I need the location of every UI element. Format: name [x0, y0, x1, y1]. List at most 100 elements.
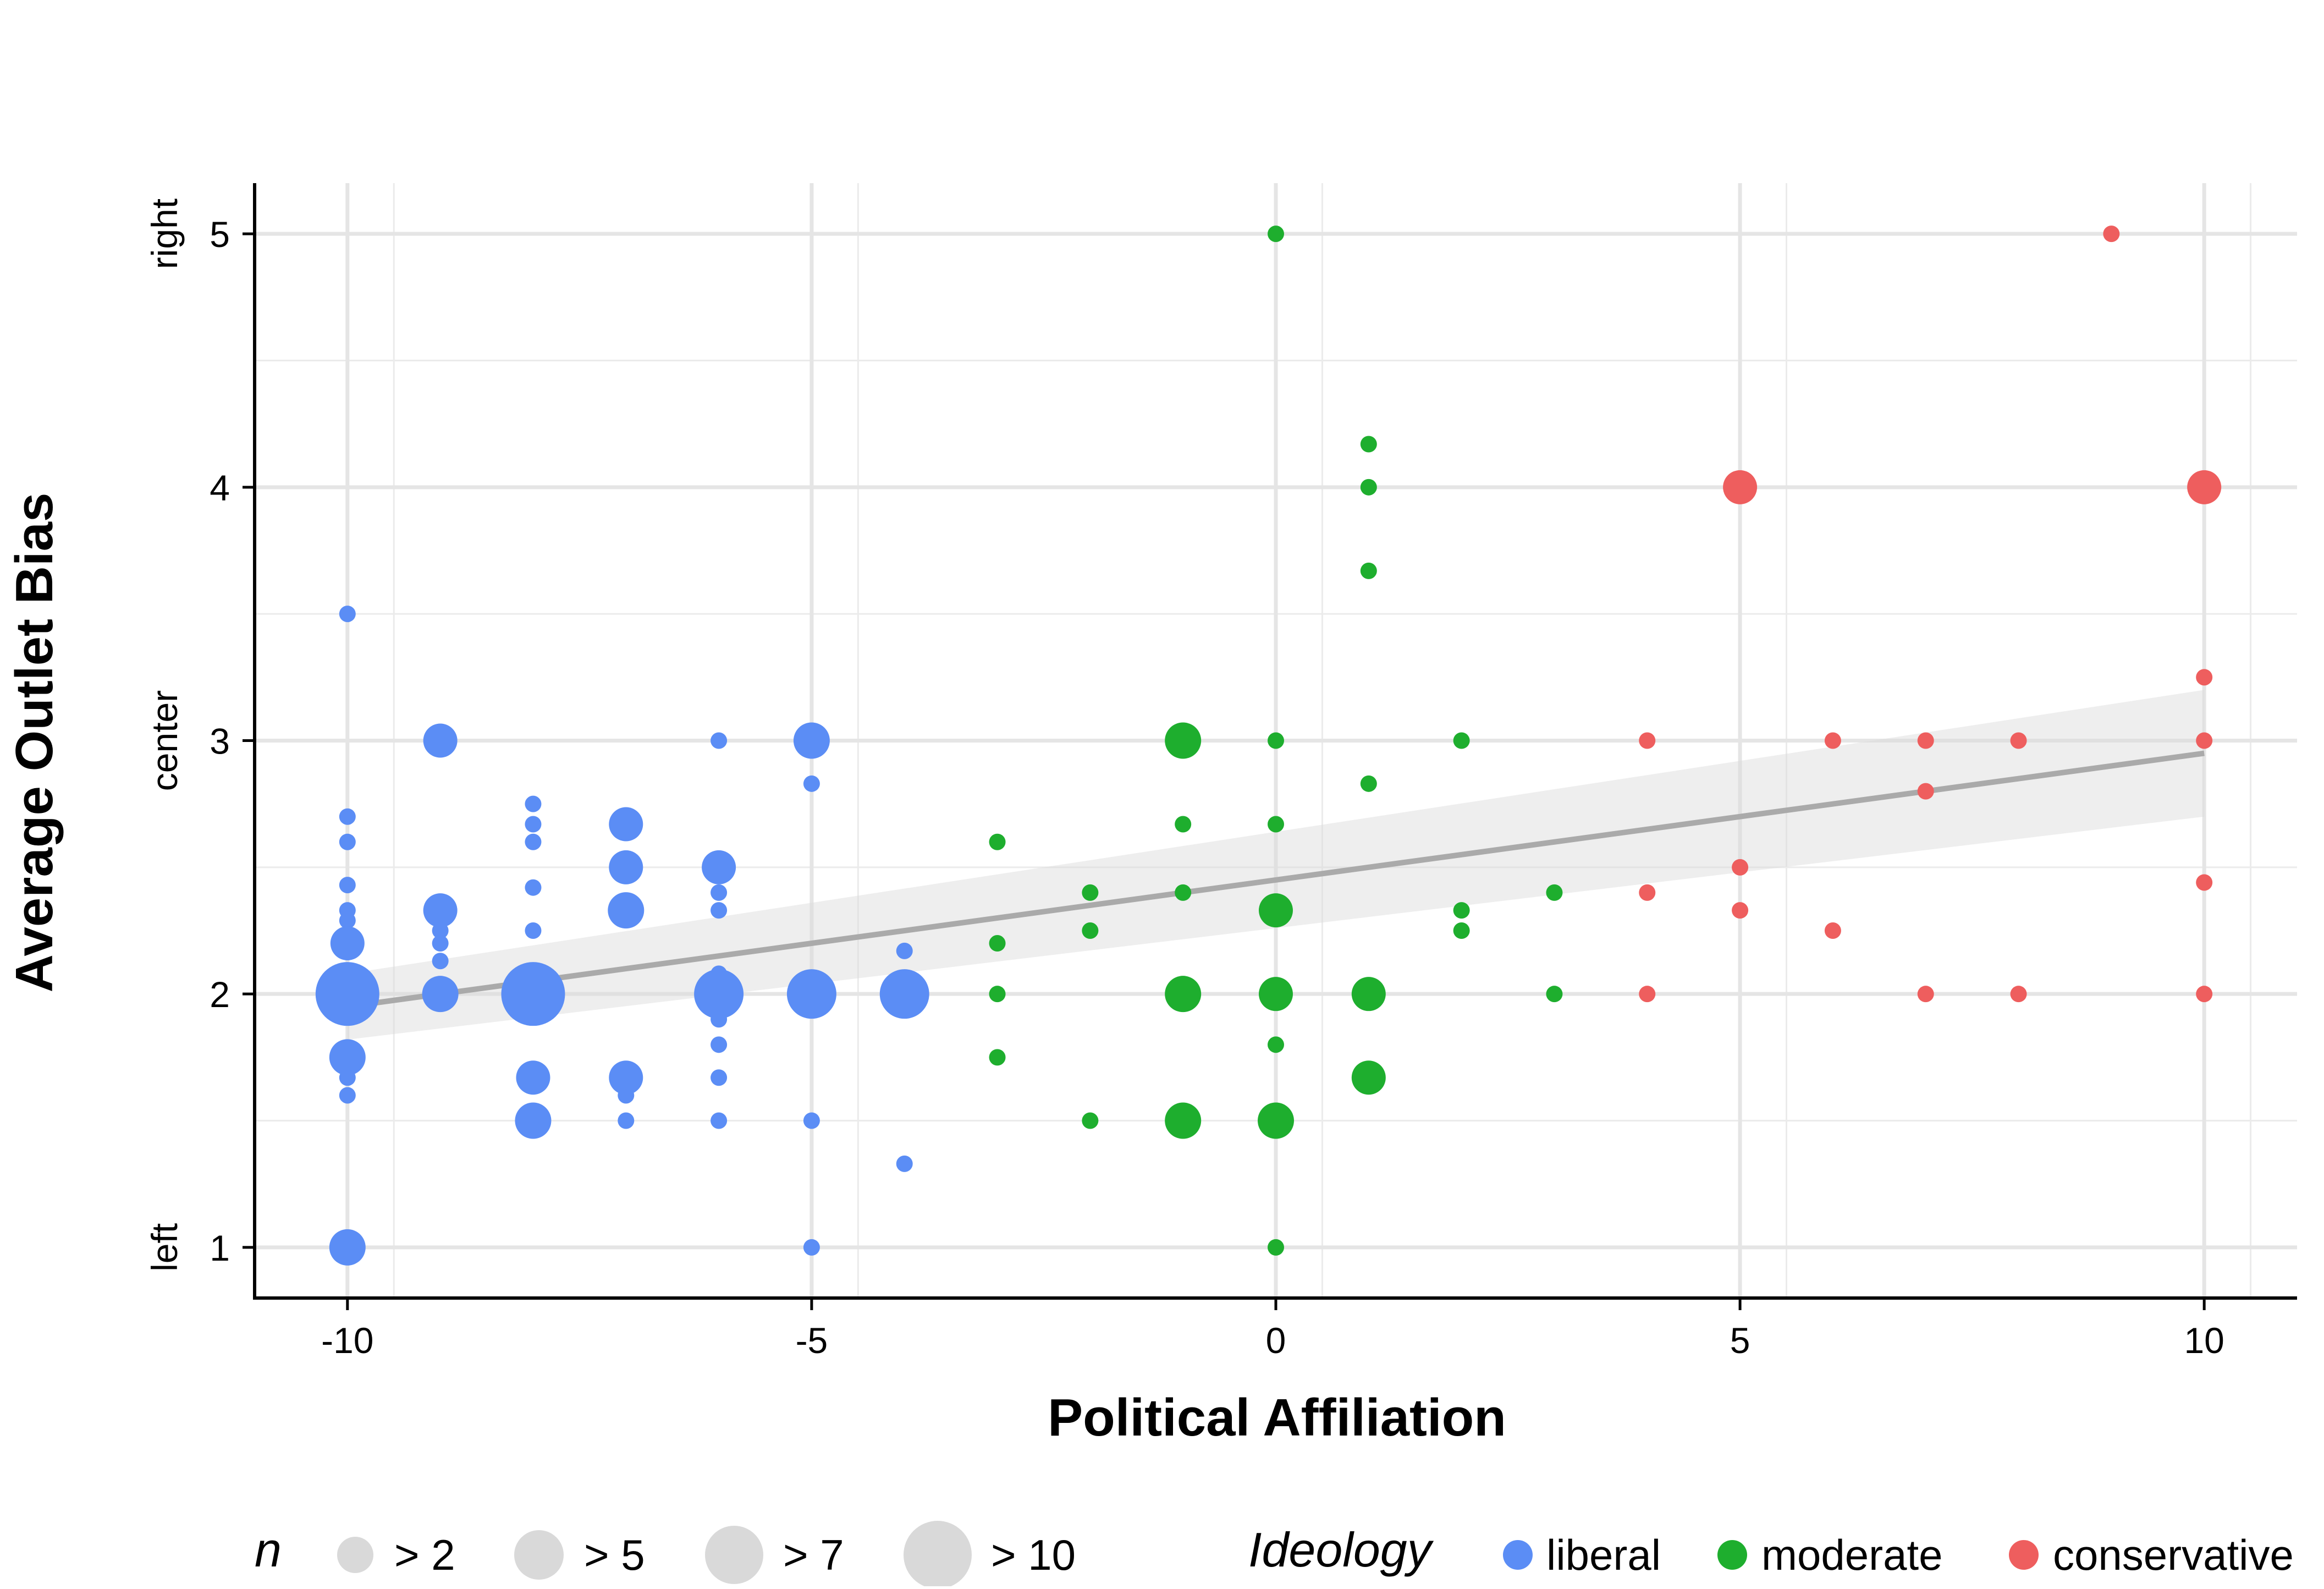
confidence-band-layer — [347, 690, 2205, 1040]
y-bias-label: center — [144, 690, 185, 791]
data-point-liberal — [315, 962, 379, 1026]
data-point-moderate — [989, 986, 1006, 1003]
x-tick-label: 10 — [2184, 1320, 2224, 1361]
data-point-liberal — [501, 962, 565, 1026]
data-point-moderate — [1268, 732, 1284, 749]
data-point-liberal — [694, 969, 744, 1019]
data-point-liberal — [339, 877, 356, 894]
y-bias-label: right — [144, 199, 185, 269]
data-point-liberal — [711, 902, 728, 919]
color-legend-swatch-liberal — [1503, 1540, 1533, 1570]
data-point-moderate — [1546, 986, 1563, 1003]
y-bias-label: left — [144, 1223, 185, 1272]
data-point-conservative — [1732, 902, 1749, 919]
data-point-conservative — [1824, 732, 1841, 749]
data-point-conservative — [1917, 732, 1934, 749]
data-point-liberal — [432, 922, 449, 939]
x-tick-label: -10 — [321, 1320, 373, 1361]
data-point-moderate — [1453, 922, 1470, 939]
data-point-moderate — [1165, 976, 1202, 1013]
label-layer: -10 -5 0 5 10 1 2 3 4 5 left center right — [144, 199, 2224, 1361]
data-point-liberal — [339, 833, 356, 850]
data-point-liberal — [711, 1036, 728, 1053]
data-point-liberal — [608, 892, 645, 929]
data-point-moderate — [1165, 1102, 1202, 1139]
x-axis-title: Political Affiliation — [1048, 1388, 1506, 1447]
data-point-moderate — [1259, 893, 1293, 928]
y-tick-label: 1 — [210, 1228, 230, 1268]
axis-layer — [243, 183, 2297, 1310]
size-legend-label: > 2 — [394, 1531, 455, 1579]
data-point-moderate — [989, 833, 1006, 850]
size-legend-label: > 5 — [584, 1531, 645, 1579]
x-tick-label: 0 — [1266, 1320, 1286, 1361]
size-legend-swatch — [514, 1530, 564, 1580]
data-point-conservative — [1732, 859, 1749, 876]
y-tick-label: 4 — [210, 468, 230, 508]
x-tick-label: 5 — [1730, 1320, 1750, 1361]
size-legend-swatch — [705, 1526, 763, 1584]
data-point-liberal — [711, 1011, 728, 1028]
size-legend-swatch — [904, 1521, 972, 1589]
data-point-liberal — [609, 1060, 643, 1095]
size-legend-title: n — [255, 1522, 282, 1577]
data-point-conservative — [1917, 783, 1934, 800]
data-point-moderate — [1268, 1036, 1284, 1053]
data-point-moderate — [1082, 922, 1099, 939]
data-point-moderate — [1453, 902, 1470, 919]
data-point-liberal — [711, 884, 728, 901]
data-point-conservative — [2196, 669, 2213, 686]
data-point-liberal — [525, 922, 542, 939]
data-point-liberal — [793, 722, 830, 759]
point-layer — [315, 226, 2222, 1266]
data-point-liberal — [339, 808, 356, 825]
data-point-moderate — [989, 1049, 1006, 1066]
data-point-liberal — [422, 976, 459, 1013]
data-point-liberal — [339, 1087, 356, 1104]
data-point-conservative — [1824, 922, 1841, 939]
size-legend-label: > 7 — [783, 1531, 844, 1579]
data-point-conservative — [2010, 732, 2027, 749]
confidence-band — [347, 690, 2205, 1040]
color-legend-title: Ideology — [1248, 1522, 1434, 1577]
data-point-moderate — [1453, 732, 1470, 749]
data-point-liberal — [339, 1069, 356, 1086]
data-point-liberal — [896, 1155, 913, 1172]
data-point-moderate — [1268, 1239, 1284, 1256]
data-point-liberal — [618, 1112, 635, 1129]
data-point-moderate — [1360, 775, 1377, 792]
data-point-moderate — [1082, 1112, 1099, 1129]
data-point-liberal — [879, 969, 929, 1019]
data-point-conservative — [2187, 470, 2222, 504]
data-point-moderate — [989, 935, 1006, 952]
data-point-conservative — [2103, 226, 2120, 243]
data-point-liberal — [525, 795, 542, 812]
data-point-moderate — [1175, 816, 1192, 833]
data-point-moderate — [1351, 977, 1386, 1011]
size-legend-swatch — [337, 1537, 373, 1573]
data-point-liberal — [423, 893, 458, 928]
data-point-conservative — [2010, 986, 2027, 1003]
data-point-liberal — [618, 1087, 635, 1104]
data-point-liberal — [803, 1239, 820, 1256]
data-point-conservative — [1639, 986, 1656, 1003]
data-point-liberal — [339, 606, 356, 623]
trend-line — [347, 750, 2205, 1010]
data-point-moderate — [1360, 436, 1377, 453]
data-point-conservative — [1723, 470, 1758, 504]
data-point-liberal — [803, 775, 820, 792]
color-legend-swatch-conservative — [2009, 1540, 2039, 1570]
data-point-liberal — [330, 926, 365, 961]
data-point-conservative — [2196, 732, 2213, 749]
data-point-moderate — [1165, 722, 1202, 759]
data-point-conservative — [2196, 986, 2213, 1003]
data-point-moderate — [1360, 479, 1377, 496]
data-point-liberal — [711, 1069, 728, 1086]
data-point-liberal — [329, 1229, 366, 1266]
data-point-liberal — [339, 912, 356, 929]
data-point-conservative — [1639, 732, 1656, 749]
data-point-moderate — [1546, 884, 1563, 901]
data-point-liberal — [423, 723, 458, 758]
